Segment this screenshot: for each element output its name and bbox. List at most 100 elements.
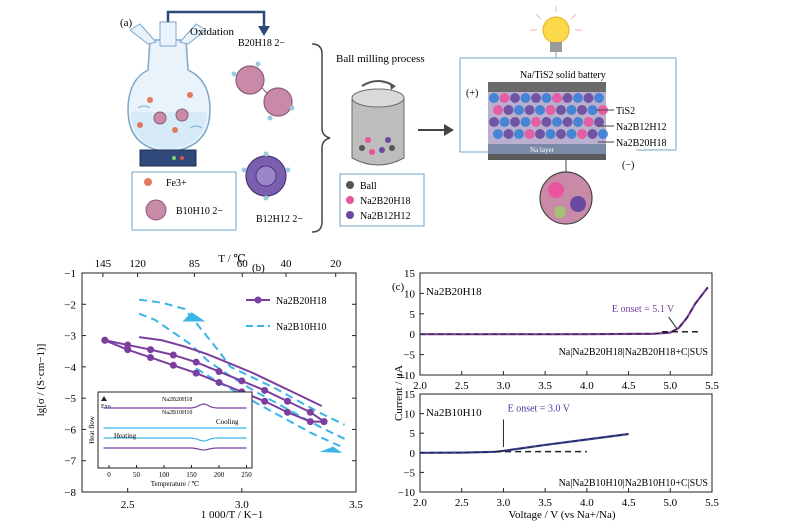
na2b20h18-point (124, 346, 132, 354)
battery-particle (552, 117, 562, 127)
cv-x-tick-label: 4.5 (622, 380, 636, 392)
battery-particle (562, 117, 573, 127)
x-tick-label: 2.5 (121, 499, 135, 511)
na2b20h18-point (284, 397, 291, 405)
na2b10h10-arrow (182, 312, 206, 322)
battery-particle (503, 105, 514, 115)
na2b20h18-point (238, 377, 246, 385)
battery-particle (587, 105, 598, 115)
ball-milling-jar (351, 80, 405, 166)
cv-compound-label: Na2B20H18 (426, 286, 482, 298)
cv-compound-label: Na2B10H10 (426, 407, 482, 419)
y-axis-title: lg[σ / (S·cm−1)] (35, 344, 47, 417)
cv-x-tick-label: 2.0 (413, 497, 427, 509)
y-tick-label: −2 (64, 299, 76, 311)
inset-exo-arrow (101, 396, 107, 401)
battery-particle (552, 93, 562, 103)
battery-particle (510, 117, 520, 127)
inset-x-tick-label: 250 (241, 471, 252, 479)
battery-particle (598, 129, 608, 139)
na2b20h18-line-upper (138, 336, 323, 407)
voltage-axis-title: Voltage / V (vs Na+/Na) (508, 509, 615, 521)
battery-particle (541, 117, 552, 127)
x-tick-label: 3.0 (235, 499, 249, 511)
inset-heating-label: Heating (114, 432, 137, 440)
na2b10h10-arrow (319, 446, 343, 453)
legend-b12-dot (346, 211, 354, 219)
battery-particle (556, 129, 566, 139)
cv-x-tick-label: 3.0 (497, 497, 511, 509)
cv-y-tick-label: 5 (410, 309, 416, 321)
na2b20h18-point (306, 418, 314, 426)
y-tick-label: −8 (64, 487, 76, 499)
legend-na2b20h18-label: Na2B20H18 (276, 296, 327, 307)
battery-particle (493, 129, 503, 139)
y-tick-label: −6 (64, 424, 76, 436)
battery-particle (489, 117, 499, 127)
legend-right-b12-label: Na2B12H12 (616, 122, 667, 133)
top-tick-label: 120 (129, 258, 146, 270)
cv-x-tick-label: 4.0 (580, 380, 594, 392)
y-tick-label: −4 (64, 362, 76, 374)
panel-a-schematic: (a) Oxidation B20H18 2− (120, 6, 677, 233)
battery-particle (489, 93, 499, 103)
na2b20h18-point (169, 351, 177, 359)
battery-particle (493, 105, 503, 115)
battery-particle (541, 93, 552, 103)
cv-cell-label: Na|Na2B20H18|Na2B20H18+C|SUS (559, 347, 708, 358)
inset-x-tick-label: 50 (133, 471, 141, 479)
na2b20h18-point (320, 418, 328, 426)
battery-particle (499, 117, 510, 127)
inset-na2b20h18-cooling-trace (103, 403, 247, 409)
na2b20h18-point (192, 358, 200, 366)
inset-x-tick-label: 0 (107, 471, 111, 479)
na-layer-label: Na layer (530, 146, 555, 154)
battery-particle (531, 117, 541, 127)
battery-particle (594, 93, 604, 103)
cv-trace-fit-0 (420, 286, 709, 335)
oxidation-label: Oxidation (190, 26, 234, 38)
inset-frame (97, 391, 253, 469)
cv-y-tick-label: 15 (404, 389, 416, 401)
fe-ion-label: Fe3+ (166, 178, 187, 189)
y-tick-label: −7 (64, 456, 76, 468)
positive-terminal-label: (+) (466, 88, 478, 99)
oxidation-arrow (166, 10, 266, 30)
inset-exo-label: Exo (101, 404, 111, 410)
cv-x-tick-label: 2.0 (413, 380, 427, 392)
battery-particle (556, 105, 566, 115)
battery-particle (545, 105, 556, 115)
zoom-inset-circle (539, 160, 593, 225)
battery-particle (524, 105, 535, 115)
na2b20h18-point (261, 386, 269, 394)
cv-y-tick-label: 10 (404, 288, 416, 300)
legend-right-b20-label: Na2B20H18 (616, 138, 667, 149)
cv-x-tick-label: 4.5 (622, 497, 636, 509)
legend-b20-dot (346, 196, 354, 204)
cv-x-tick-label: 5.5 (705, 380, 719, 392)
na2b20h18-point (284, 408, 291, 416)
inset-x-title: Temperature / ℃ (151, 480, 200, 488)
panel-c-label: (c) (392, 281, 405, 293)
inset-x-tick-label: 150 (186, 471, 197, 479)
reaction-flask (127, 21, 211, 167)
battery-particle (583, 117, 594, 127)
cv-onset-label: E onset = 3.0 V (508, 404, 571, 415)
x-tick-label: 3.5 (349, 499, 363, 511)
b20-anion-label: B20H18 2− (238, 38, 285, 49)
cv-frame-1 (419, 393, 713, 493)
legend-b20-label: Na2B20H18 (360, 196, 411, 207)
cv-x-tick-label: 2.5 (455, 380, 469, 392)
panel-b-conductivity-chart: (b) T / ℃ 1 000/T / K−1 lg[σ / (S·cm−1)]… (35, 253, 363, 521)
top-tick-label: 40 (280, 258, 292, 270)
na2b20h18-point (306, 408, 314, 416)
battery-particle (531, 93, 541, 103)
inset-legend-b20: Na2B20H18 (162, 397, 192, 403)
panel-b-label: (b) (252, 262, 265, 274)
battery-particle (583, 93, 594, 103)
battery-particle (573, 117, 583, 127)
inset-na2b20h18-heating-trace (103, 447, 247, 451)
top-tick-label: 145 (95, 258, 112, 270)
battery-particle (510, 93, 520, 103)
